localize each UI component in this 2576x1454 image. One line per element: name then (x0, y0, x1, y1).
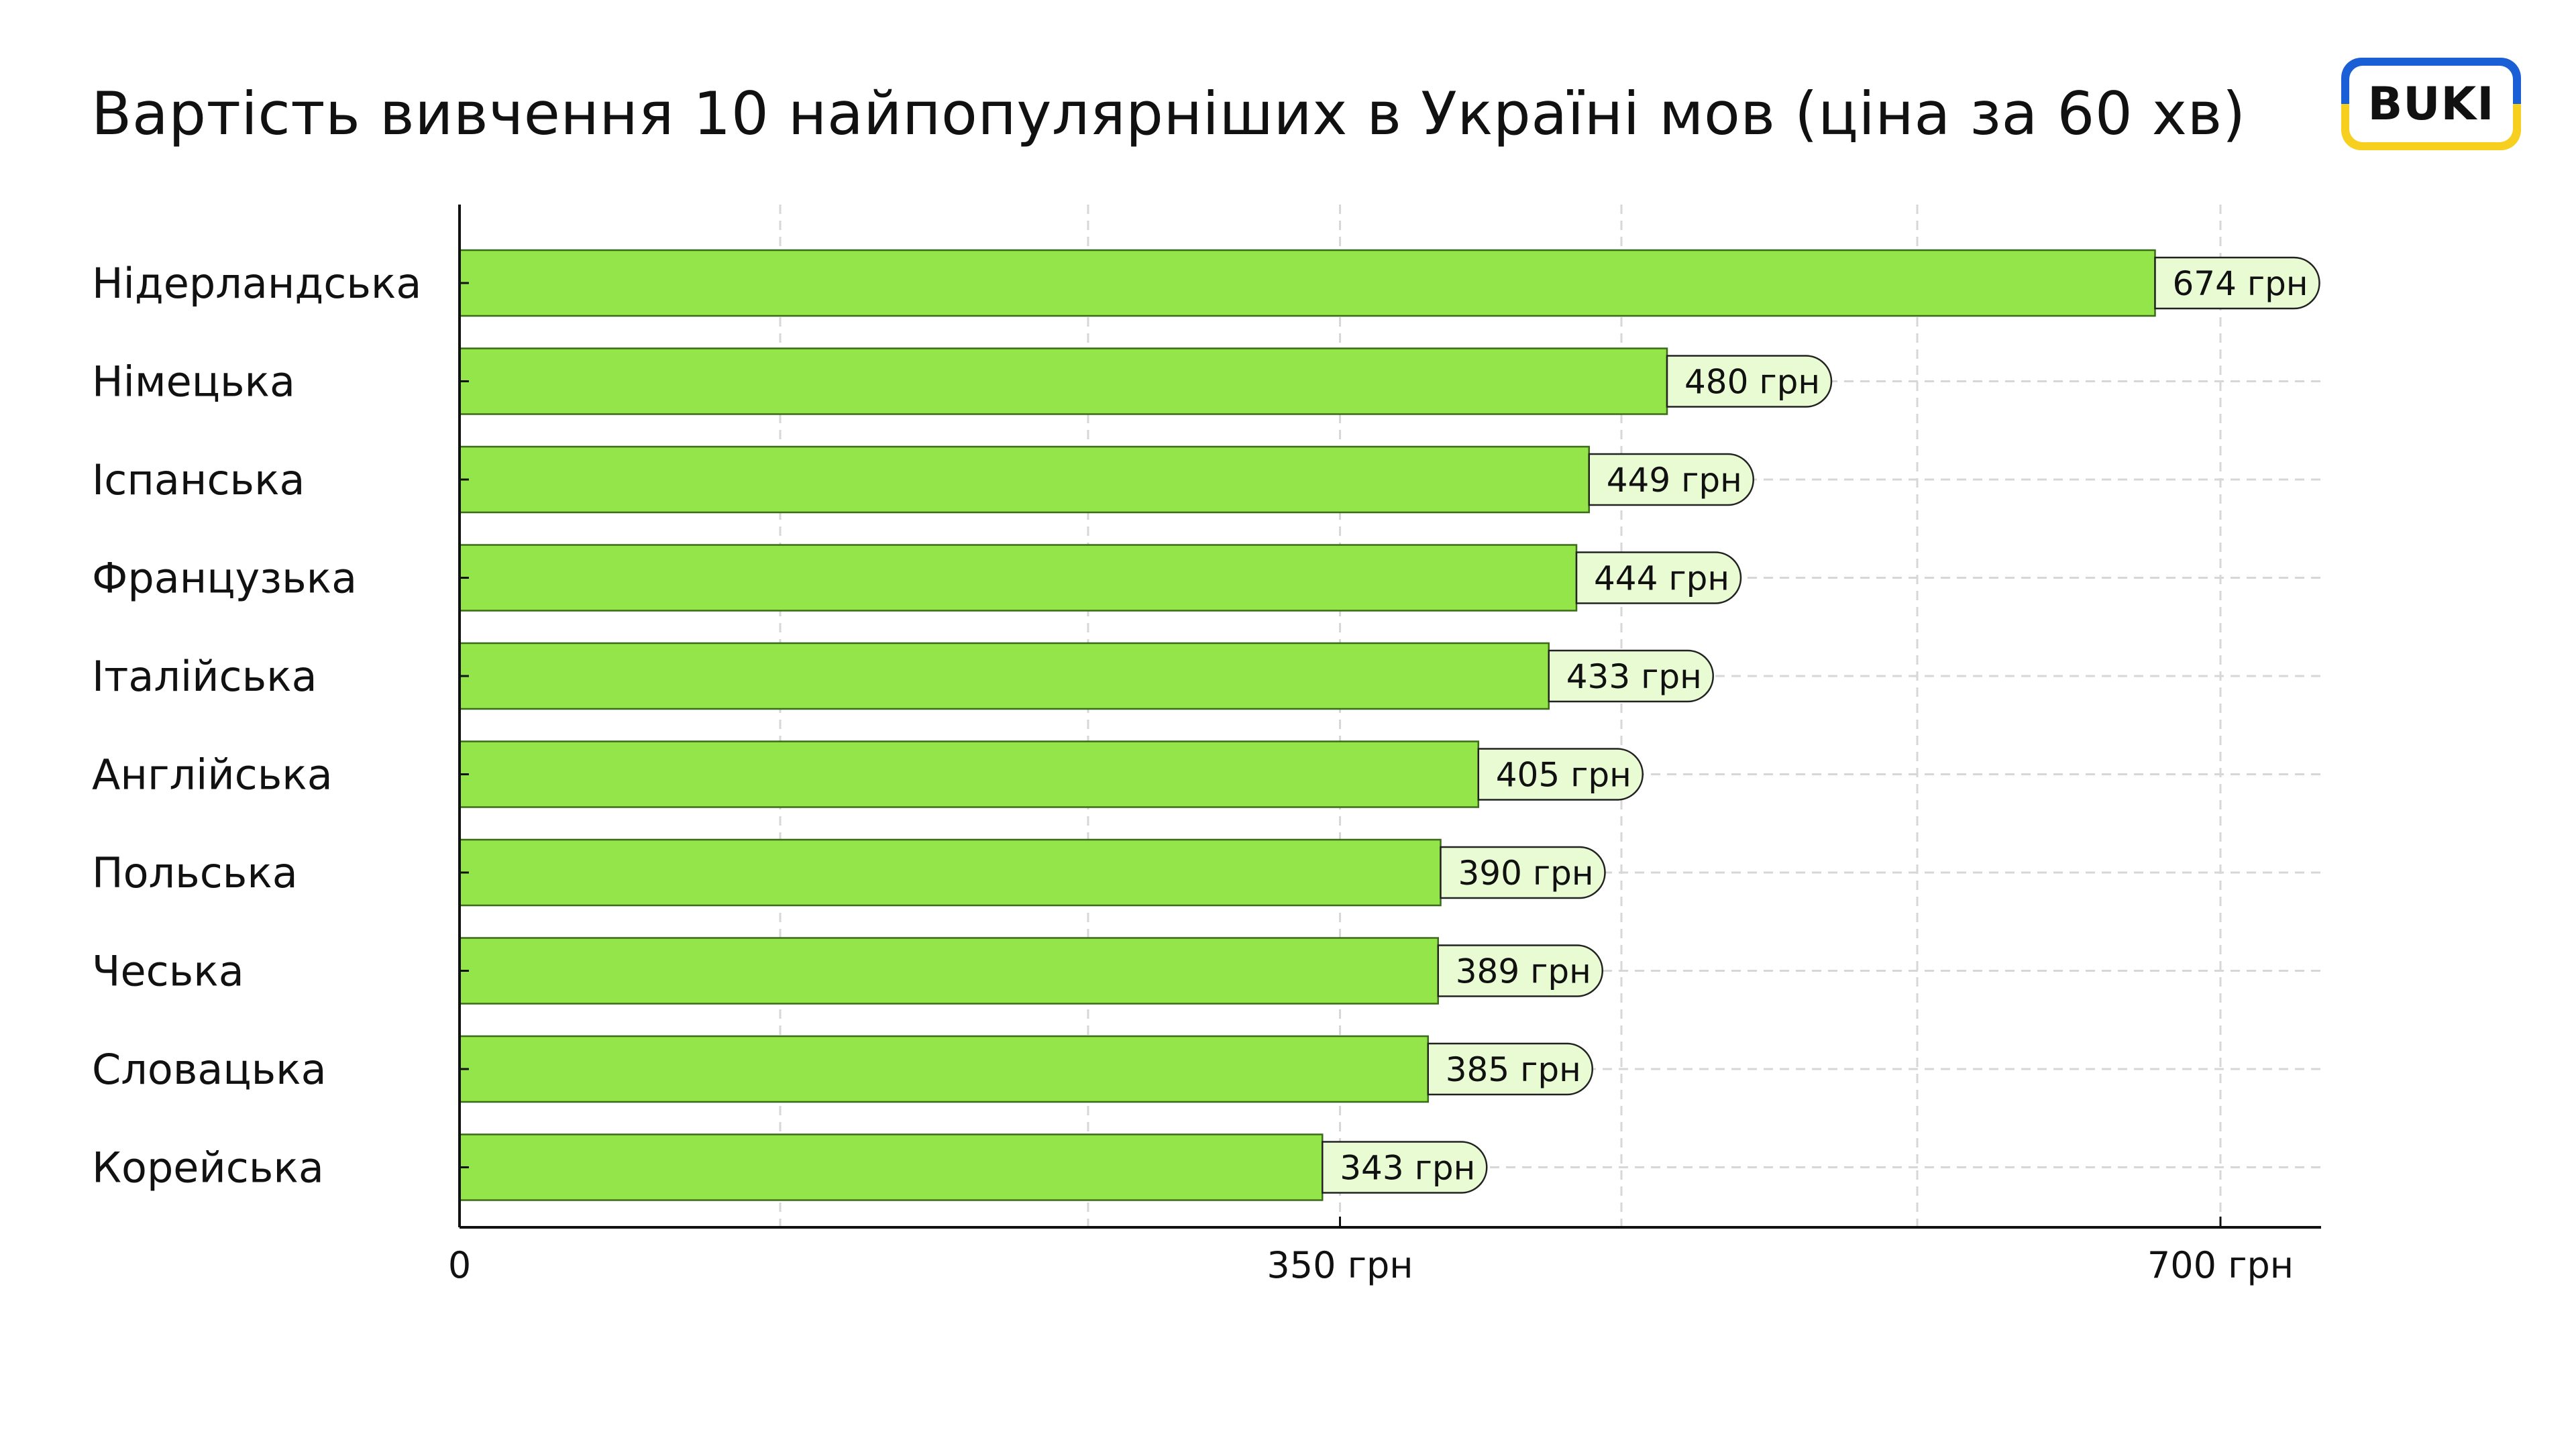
value-label-bg (1588, 453, 1754, 506)
value-label: 385 грн (1446, 1050, 1581, 1089)
value-label-bg (1477, 748, 1644, 801)
value-label: 444 грн (1594, 559, 1729, 598)
value-label: 389 грн (1456, 952, 1591, 991)
logo-text: BUKI (2349, 66, 2513, 142)
chart-title: Вартість вивчення 10 найпопулярніших в У… (91, 79, 2246, 148)
bar (458, 642, 1550, 710)
x-tick-label: 700 грн (2147, 1244, 2294, 1286)
x-tick-label: 0 (448, 1244, 471, 1286)
category-label: Польська (92, 848, 298, 897)
value-label-bg (1666, 355, 1833, 408)
bar (458, 249, 2156, 317)
value-label-bg (1427, 1042, 1593, 1096)
value-label: 480 грн (1684, 363, 1820, 402)
value-label: 390 грн (1458, 854, 1594, 893)
bar (458, 1035, 1429, 1103)
category-label: Іспанська (92, 455, 305, 504)
buki-logo: BUKI (2341, 58, 2521, 150)
category-label: Чеська (92, 947, 244, 996)
category-label: Французька (92, 554, 357, 603)
category-label: Корейська (92, 1143, 324, 1192)
category-label: Словацька (92, 1045, 327, 1094)
value-label-bg (1440, 846, 1606, 899)
value-label-bg (1575, 551, 1742, 604)
bar (458, 1133, 1324, 1201)
value-label-bg (2154, 256, 2320, 310)
bar (458, 347, 1668, 415)
value-label: 449 грн (1607, 461, 1742, 500)
bar (458, 838, 1442, 907)
category-label: Англійська (92, 750, 333, 799)
category-label: Італійська (92, 652, 317, 701)
category-label: Нідерландська (92, 259, 421, 308)
value-label: 343 грн (1340, 1149, 1475, 1188)
bar (458, 740, 1479, 808)
bar (458, 937, 1439, 1005)
value-label: 405 грн (1496, 756, 1631, 795)
bar (458, 445, 1590, 514)
value-label-bg (1322, 1141, 1488, 1194)
value-label: 674 грн (2173, 264, 2308, 303)
x-tick-label: 350 грн (1267, 1244, 1413, 1286)
category-label: Німецька (92, 357, 295, 406)
value-label: 433 грн (1566, 657, 1702, 696)
value-label-bg (1548, 649, 1714, 703)
bar (458, 544, 1578, 612)
value-label-bg (1437, 944, 1603, 997)
